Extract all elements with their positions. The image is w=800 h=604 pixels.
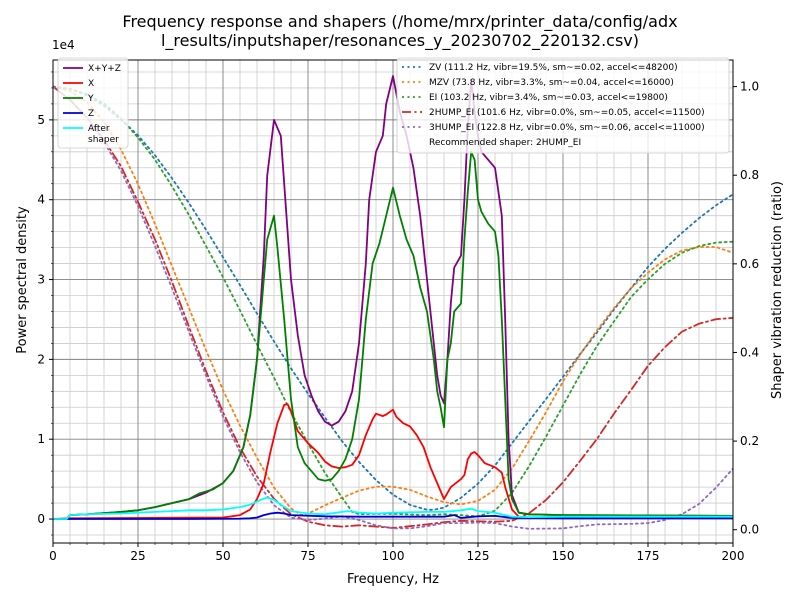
psd-series-line [53,496,733,520]
psd-series-line [53,511,733,520]
y-tick-label: 3 [37,273,45,287]
y-axis-label: Power spectral density [15,206,30,354]
psd-legend-label: shaper [88,135,119,145]
shaper-legend-label: MZV (73.8 Hz, vibr=3.3%, sm~=0.04, accel… [429,78,674,88]
y-tick-label: 4 [37,193,45,207]
chart-title: Frequency response and shapers (/home/mr… [122,12,677,32]
y2-tick-label: 0.4 [740,345,759,359]
y-axis-scale-label: 1e4 [52,38,75,52]
psd-series-line [53,150,733,520]
psd-series-line [53,403,733,520]
x-tick-label: 200 [722,549,745,563]
y2-tick-label: 0.6 [740,257,759,271]
y2-tick-label: 1.0 [740,80,759,94]
y-tick-label: 2 [37,352,45,366]
psd-legend-label: Z [88,109,94,119]
x-tick-label: 25 [130,549,145,563]
x-axis-label: Frequency, Hz [347,572,439,587]
shaper-legend-box [396,57,730,154]
shaper-legend: ZV (111.2 Hz, vibr=19.5%, sm~=0.02, acce… [396,57,730,154]
psd-legend-label: X [88,79,94,89]
psd-legend-label: X+Y+Z [88,64,121,74]
psd-legend-label: After [88,124,110,134]
x-tick-label: 125 [467,549,490,563]
y2-axis-label: Shaper vibration reduction (ratio) [770,181,785,399]
x-tick-label: 0 [49,549,57,563]
y2-tick-label: 0.8 [740,168,759,182]
x-tick-label: 75 [300,549,315,563]
shaper-series-line [53,85,733,517]
x-tick-label: 50 [215,549,230,563]
x-tick-label: 175 [637,549,660,563]
shaper-legend-label: 3HUMP_EI (122.8 Hz, vibr=0.0%, sm~=0.06,… [429,123,705,133]
psd-legend-label: Y [87,94,94,104]
shaper-legend-label: ZV (111.2 Hz, vibr=19.5%, sm~=0.02, acce… [429,63,678,73]
recommended-shaper-text: Recommended shaper: 2HUMP_EI [429,138,581,148]
series-group [53,75,733,530]
axes: 0 25 50 75 100 125 150 175 200 0 1 2 3 4 5 0.0 0.2 0.4 0.6… [37,59,759,563]
x-tick-label: 100 [382,549,405,563]
psd-legend-box [57,57,129,149]
shaper-legend-label: EI (103.2 Hz, vibr=3.4%, sm~=0.03, accel… [429,93,668,103]
y-tick-label: 5 [37,113,45,127]
x-tick-label: 150 [552,549,575,563]
shaper-legend-label: 2HUMP_EI (101.6 Hz, vibr=0.0%, sm~=0.05,… [429,108,705,118]
chart-subtitle: l_results/inputshaper/resonances_y_20230… [161,31,639,51]
y-tick-label: 0 [37,512,45,526]
y2-tick-label: 0.2 [740,434,759,448]
shaper-series-line [53,85,733,511]
shaper-series-line [53,85,733,530]
y-tick-label: 1 [37,432,45,446]
shaper-series-line [53,85,733,529]
y2-tick-label: 0.0 [740,523,759,537]
